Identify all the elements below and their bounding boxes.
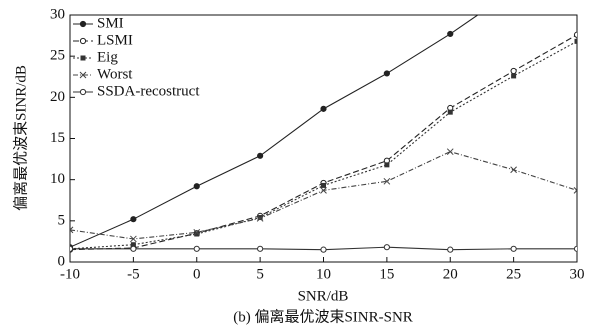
marker [446,148,454,156]
x-tick-label: 30 [570,266,585,282]
marker [257,152,264,159]
marker [510,245,517,252]
marker [70,245,74,252]
y-tick-label: 30 [50,6,65,22]
legend-marker [79,88,87,96]
plot-area [70,15,577,253]
marker [194,231,200,237]
marker [447,30,454,38]
marker [383,177,391,185]
y-tick-label: 15 [50,130,65,146]
x-tick-label: 20 [443,266,458,282]
y-tick-label: 20 [50,89,65,105]
series-line [70,15,479,248]
marker [510,67,517,75]
legend-marker [80,55,86,61]
x-tick-label: 15 [379,266,394,282]
marker [320,246,327,253]
x-axis-label: SNR/dB [298,288,349,304]
y-axis-label: 偏离最优波束SINR/dB [12,65,29,211]
marker [573,245,577,252]
marker [447,246,454,253]
marker [383,70,390,77]
marker [70,226,74,234]
marker [256,215,264,222]
legend-label: SSDA-recostruct [97,83,200,99]
y-tick-label: 10 [50,171,65,187]
x-tick-label: 25 [506,266,521,282]
marker [130,245,137,252]
marker [193,183,200,190]
y-tick-label: 25 [50,48,65,64]
y-tick-label: 5 [58,212,66,228]
legend-marker [79,20,87,28]
plot-frame [69,14,578,263]
marker [573,31,577,38]
marker [257,245,264,252]
marker [384,162,390,168]
legend-label: Eig [97,49,118,65]
x-tick-label: 0 [193,266,201,282]
marker [130,242,136,248]
marker [320,105,327,112]
caption: (b) 偏离最优波束SINR-SNR [233,308,413,325]
marker [320,187,327,194]
series-line [70,151,577,240]
x-tick-label: -5 [127,266,140,282]
series-line [70,40,577,250]
marker [511,73,517,79]
x-tick-label: -10 [60,266,80,282]
marker [574,38,577,44]
marker [510,166,517,174]
legend-label: LSMI [97,32,133,48]
marker [130,235,137,243]
marker [383,244,390,251]
x-tick-label: 5 [256,266,264,282]
marker [193,229,201,236]
marker [130,216,137,223]
marker [321,182,326,188]
legend-marker [79,71,87,79]
series-line [70,34,577,251]
marker [193,245,200,252]
legend-label: SMI [97,15,124,31]
marker [573,187,577,194]
legend-label: Worst [97,66,133,82]
x-tick-label: 10 [316,266,331,282]
legend-marker [79,37,87,45]
marker [447,109,453,115]
y-tick-label: 0 [58,253,66,269]
marker [257,215,263,221]
